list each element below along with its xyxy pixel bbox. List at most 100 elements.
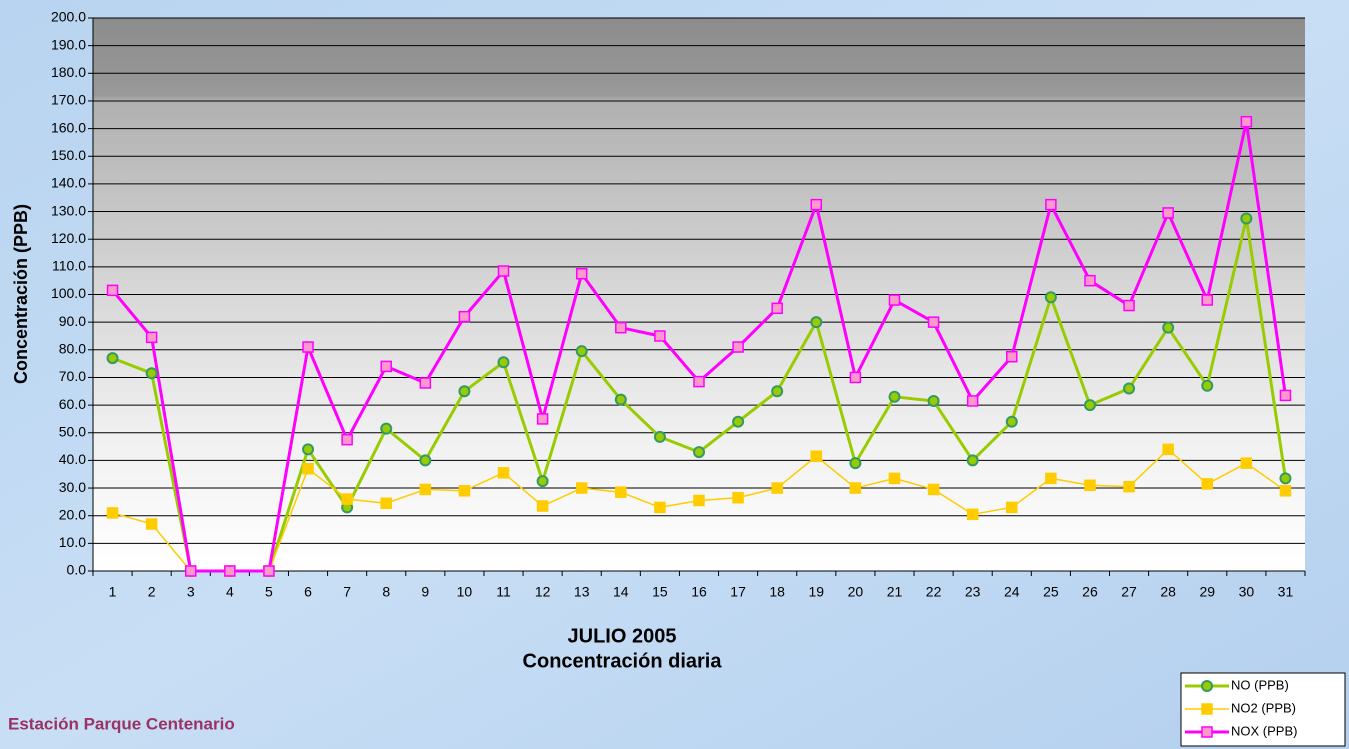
point: [966, 454, 979, 467]
point: [1123, 382, 1136, 395]
x-tick-label: 15: [652, 584, 668, 600]
point: [536, 500, 549, 512]
y-tick-label: 170.0: [51, 92, 86, 108]
x-tick-label: 5: [265, 584, 273, 600]
x-tick-label: 25: [1043, 584, 1059, 600]
y-tick-label: 40.0: [59, 451, 86, 467]
point: [615, 486, 627, 498]
x-tick-label: 10: [457, 584, 473, 600]
point: [341, 493, 353, 505]
point: [145, 367, 158, 380]
x-tick-label: 13: [574, 584, 590, 600]
point: [1162, 443, 1174, 456]
x-tick-label: 2: [148, 584, 156, 600]
legend-label: NO (PPB): [1231, 677, 1289, 692]
point: [1123, 480, 1135, 493]
y-tick-label: 110.0: [52, 258, 86, 274]
x-tick-label: 21: [887, 584, 903, 600]
y-tick-label: 10.0: [59, 534, 86, 550]
station-label: Estación Parque Centenario: [8, 714, 235, 733]
point: [654, 330, 666, 342]
y-tick-label: 50.0: [59, 423, 86, 439]
legend-label: NO2 (PPB): [1231, 700, 1296, 715]
point: [145, 518, 158, 530]
x-tick-label: 14: [613, 584, 629, 600]
point: [497, 265, 510, 277]
point: [771, 385, 784, 398]
y-axis-label: Concentración (PPB): [11, 204, 31, 384]
x-tick-label: 12: [535, 584, 551, 600]
point: [1045, 198, 1057, 211]
x-tick-label: 28: [1160, 584, 1176, 600]
point: [341, 433, 353, 446]
point: [849, 371, 862, 384]
point: [497, 467, 510, 479]
x-tick-label: 3: [187, 584, 195, 600]
x-tick-label: 24: [1004, 584, 1020, 600]
point: [927, 316, 940, 328]
y-tick-label: 120.0: [51, 230, 86, 246]
point: [419, 483, 432, 496]
point: [927, 394, 940, 407]
point: [458, 385, 471, 398]
point: [849, 457, 862, 470]
point: [1201, 478, 1214, 490]
point: [1201, 379, 1214, 392]
y-tick-label: 0.0: [67, 562, 87, 578]
x-tick-label: 1: [109, 584, 117, 600]
point: [1240, 212, 1253, 225]
point: [771, 482, 783, 494]
point: [1279, 472, 1292, 485]
point: [653, 430, 666, 443]
y-tick-label: 190.0: [51, 36, 86, 52]
y-tick-label: 160.0: [51, 119, 86, 135]
point: [888, 294, 901, 306]
legend-label: NOX (PPB): [1231, 723, 1297, 738]
point: [302, 443, 315, 456]
y-tick-label: 100.0: [51, 285, 86, 301]
y-tick-label: 150.0: [51, 147, 86, 163]
y-tick-label: 180.0: [51, 64, 86, 80]
point: [302, 341, 314, 353]
x-tick-label: 23: [965, 584, 981, 600]
y-tick-label: 140.0: [51, 175, 86, 191]
chart-subtitle: Concentración diaria: [523, 650, 723, 672]
point: [966, 508, 979, 521]
x-tick-label: 31: [1278, 584, 1294, 600]
point: [184, 565, 197, 577]
point: [1084, 274, 1096, 287]
point: [302, 462, 314, 475]
legend-marker: [1201, 703, 1213, 715]
point: [1006, 501, 1018, 514]
y-tick-label: 20.0: [59, 506, 86, 522]
y-tick-label: 30.0: [59, 479, 86, 495]
x-tick-label: 7: [343, 584, 351, 600]
point: [263, 565, 275, 577]
point: [1005, 415, 1018, 428]
x-tick-label: 19: [809, 584, 825, 600]
point: [771, 302, 783, 315]
y-tick-label: 70.0: [59, 368, 86, 384]
point: [380, 422, 393, 435]
point: [575, 345, 588, 358]
point: [380, 497, 392, 510]
x-tick-label: 27: [1121, 584, 1137, 600]
chart-title: JULIO 2005: [568, 625, 677, 647]
point: [1123, 299, 1135, 312]
point: [458, 310, 471, 323]
point: [497, 356, 510, 369]
point: [224, 565, 236, 577]
x-tick-label: 8: [382, 584, 390, 600]
point: [1279, 389, 1292, 402]
point: [106, 284, 119, 297]
x-tick-label: 6: [304, 584, 312, 600]
point: [888, 472, 901, 485]
point: [1044, 291, 1057, 304]
point: [732, 415, 745, 428]
point: [1045, 472, 1057, 485]
legend-marker: [1201, 726, 1213, 738]
x-tick-label: 17: [730, 584, 746, 600]
point: [966, 395, 979, 407]
point: [732, 491, 744, 504]
